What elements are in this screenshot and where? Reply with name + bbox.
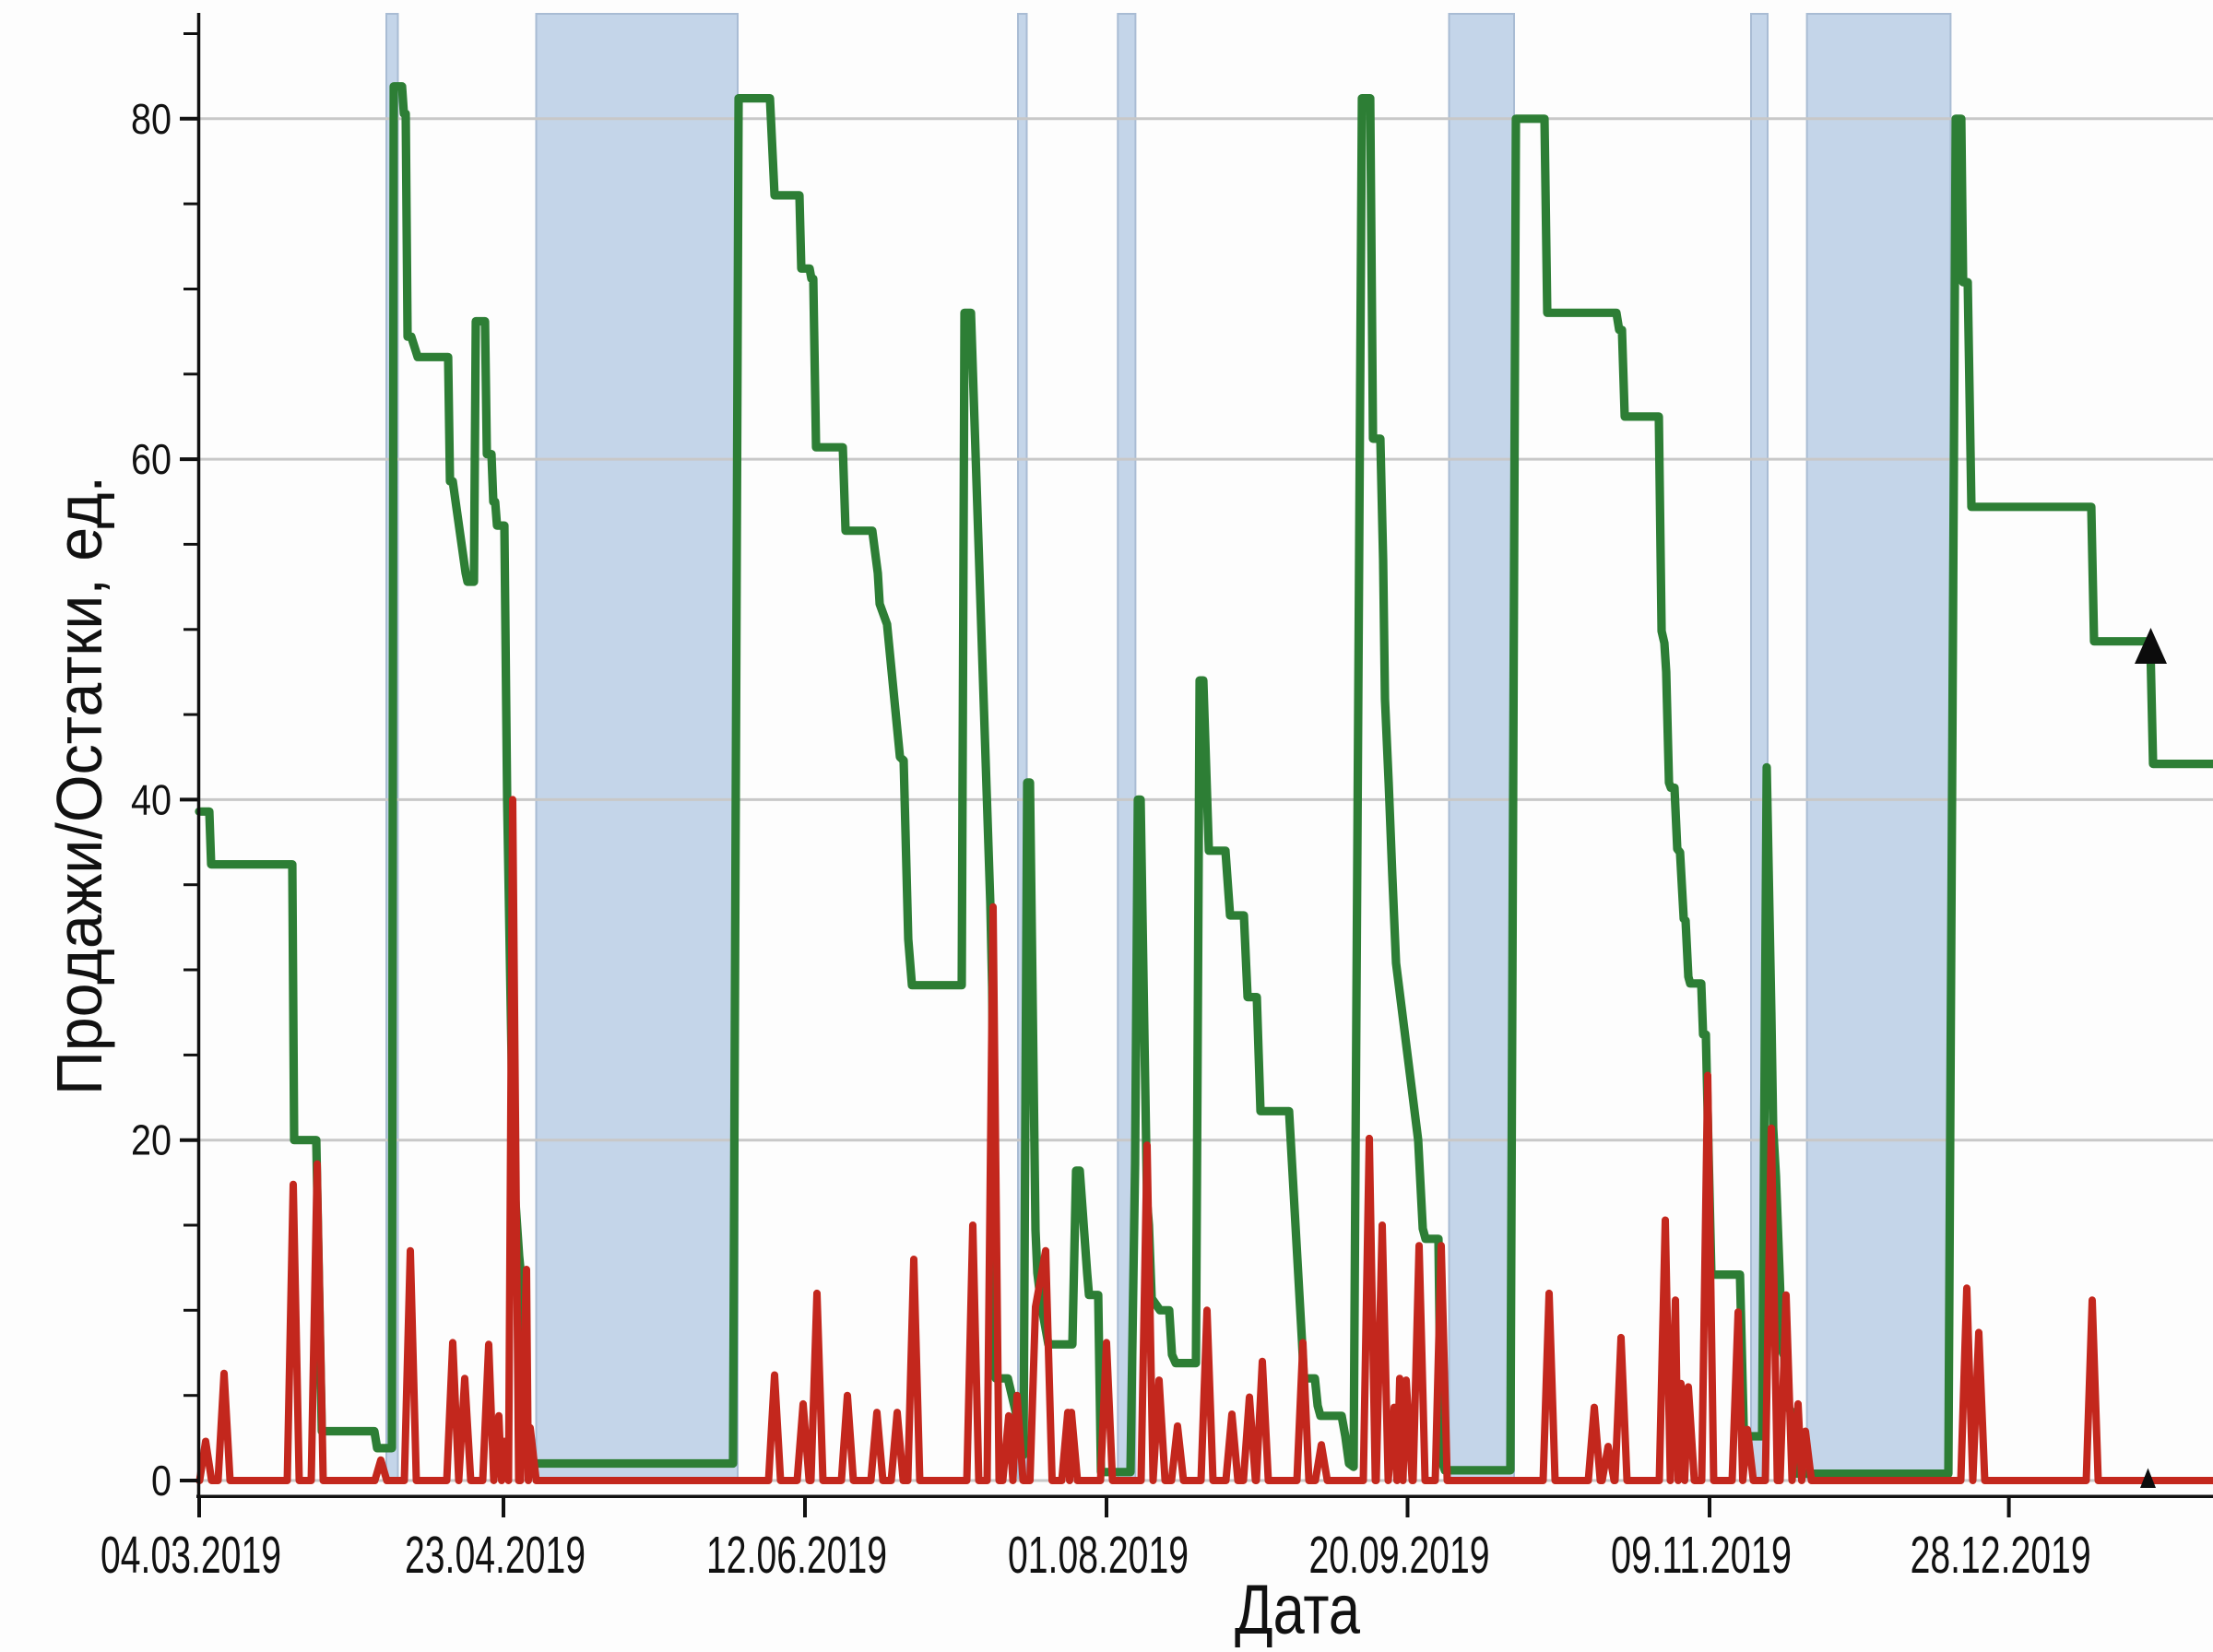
svg-text:28.12.2019: 28.12.2019 — [1911, 1526, 2091, 1585]
svg-text:40: 40 — [131, 775, 172, 823]
svg-text:80: 80 — [131, 95, 172, 143]
svg-text:01.08.2019: 01.08.2019 — [1008, 1526, 1189, 1585]
svg-text:Продажи/Остатки, ед.: Продажи/Остатки, ед. — [43, 476, 115, 1095]
svg-text:04.03.2019: 04.03.2019 — [101, 1526, 281, 1585]
svg-text:0: 0 — [151, 1457, 172, 1504]
svg-text:20.09.2019: 20.09.2019 — [1309, 1526, 1490, 1585]
svg-text:60: 60 — [131, 435, 172, 483]
svg-text:20: 20 — [131, 1116, 172, 1164]
svg-text:09.11.2019: 09.11.2019 — [1611, 1526, 1792, 1585]
svg-text:23.04.2019: 23.04.2019 — [405, 1526, 586, 1585]
svg-text:12.06.2019: 12.06.2019 — [706, 1526, 887, 1585]
svg-text:Дата: Дата — [1235, 1571, 1361, 1649]
